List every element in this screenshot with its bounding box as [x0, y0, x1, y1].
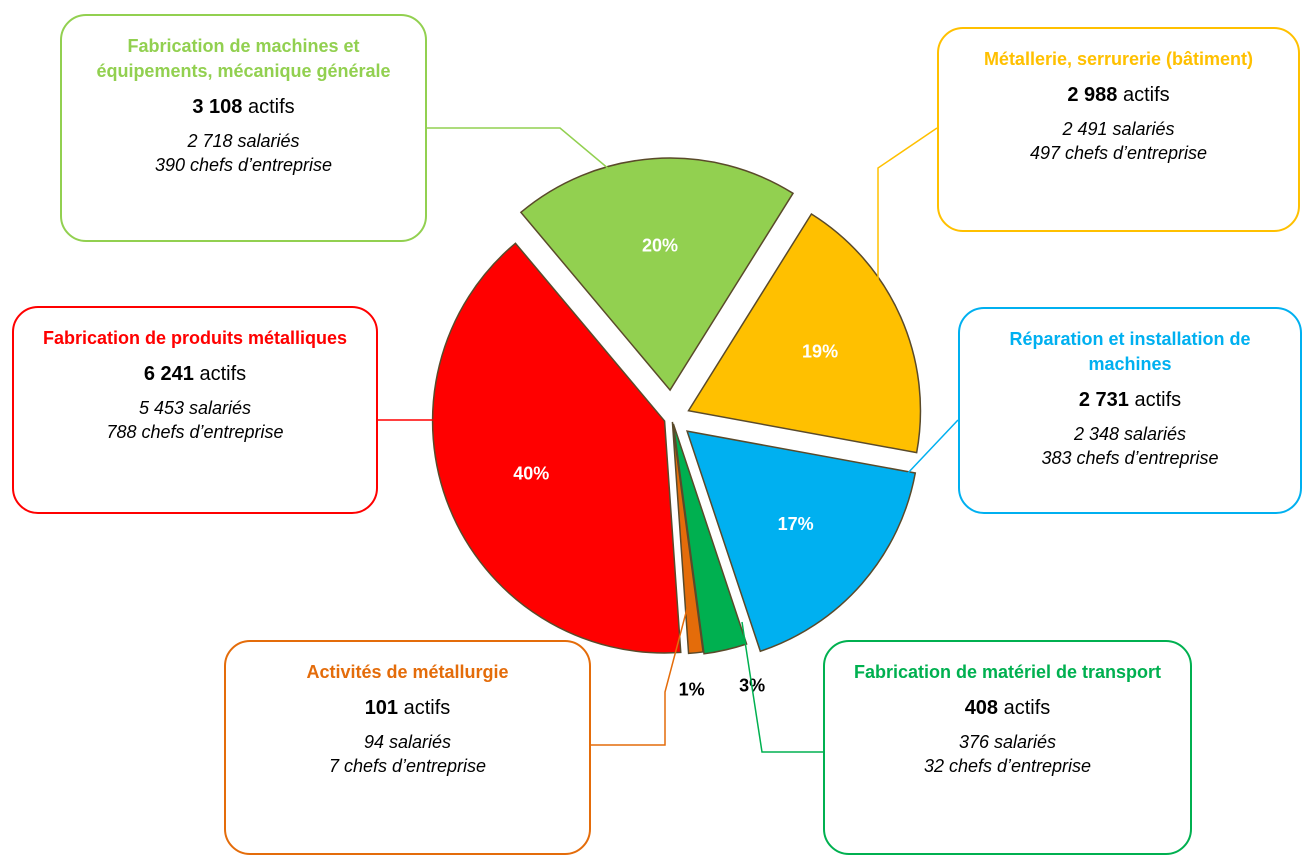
- salaries: 5 453 salariés: [138, 398, 252, 418]
- pie-slice: [672, 423, 748, 655]
- callout-title: Réparation et installation de machines: [1009, 329, 1251, 374]
- percent-label: 17%: [778, 514, 814, 534]
- actifs-unit: actifs: [1003, 697, 1051, 719]
- actifs-count: 2 988: [1067, 84, 1118, 106]
- chefs: 7 chefs d’entreprise: [328, 756, 487, 776]
- callout-actifs: 101 actifs: [240, 697, 575, 720]
- callout-details: 2 348 salariés 383 chefs d’entreprise: [974, 422, 1286, 470]
- callout-box: Fabrication de matériel de transport 408 …: [823, 640, 1192, 855]
- salaries: 376 salariés: [958, 732, 1057, 752]
- leader-line: [889, 419, 959, 493]
- callout-actifs: 408 actifs: [839, 697, 1176, 720]
- pie-slice: [431, 242, 682, 654]
- salaries: 2 491 salariés: [1062, 119, 1175, 139]
- chefs: 32 chefs d’entreprise: [923, 756, 1092, 776]
- callout-actifs: 3 108 actifs: [76, 96, 411, 119]
- callout-actifs: 6 241 actifs: [28, 363, 362, 386]
- chefs: 788 chefs d’entreprise: [106, 422, 284, 442]
- leader-line: [877, 127, 938, 300]
- pie-slice: [687, 212, 922, 454]
- actifs-count: 408: [964, 697, 999, 719]
- percent-label: 1%: [679, 679, 705, 699]
- actifs-unit: actifs: [199, 363, 247, 385]
- actifs-count: 6 241: [143, 363, 194, 385]
- callout-details: 376 salariés 32 chefs d’entreprise: [839, 730, 1176, 778]
- pie-slice: [671, 421, 704, 655]
- chefs: 497 chefs d’entreprise: [1029, 143, 1208, 163]
- actifs-unit: actifs: [247, 96, 295, 118]
- callout-actifs: 2 988 actifs: [953, 84, 1284, 107]
- callout-details: 94 salariés 7 chefs d’entreprise: [240, 730, 575, 778]
- actifs-count: 3 108: [192, 96, 243, 118]
- callout-box: Fabrication de machines et équipements, …: [60, 14, 427, 242]
- callout-title: Métallerie, serrurerie (bâtiment): [983, 49, 1254, 69]
- salaries: 2 718 salariés: [187, 131, 300, 151]
- callout-title: Fabrication de matériel de transport: [853, 662, 1162, 682]
- actifs-unit: actifs: [403, 697, 451, 719]
- callout-title: Fabrication de machines et équipements, …: [96, 36, 391, 81]
- actifs-unit: actifs: [1134, 389, 1182, 411]
- callout-box: Activités de métallurgie 101 actifs 94 sal…: [224, 640, 591, 855]
- leader-line: [427, 127, 629, 186]
- percent-label: 40%: [513, 464, 549, 484]
- callout-details: 5 453 salariés 788 chefs d’entreprise: [28, 396, 362, 444]
- chefs: 383 chefs d’entreprise: [1041, 448, 1219, 468]
- leader-line: [741, 621, 823, 753]
- pie-slice: [519, 157, 795, 392]
- chefs: 390 chefs d’entreprise: [154, 155, 333, 175]
- percent-label: 20%: [642, 235, 678, 255]
- callout-box: Fabrication de produits métalliques 6 241…: [12, 306, 378, 514]
- percent-label: 19%: [802, 341, 838, 361]
- salaries: 2 348 salariés: [1073, 424, 1187, 444]
- callout-box: Réparation et installation de machines 2 …: [958, 307, 1302, 514]
- callout-details: 2 718 salariés 390 chefs d’entreprise: [76, 129, 411, 177]
- leader-line: [591, 604, 689, 746]
- salaries: 94 salariés: [363, 732, 452, 752]
- actifs-count: 101: [364, 697, 399, 719]
- pie-slice: [685, 430, 917, 653]
- actifs-unit: actifs: [1122, 84, 1170, 106]
- callout-title: Fabrication de produits métalliques: [42, 328, 348, 348]
- callout-box: Métallerie, serrurerie (bâtiment) 2 988 a…: [937, 27, 1300, 232]
- callout-title: Activités de métallurgie: [306, 662, 509, 682]
- callout-actifs: 2 731 actifs: [974, 389, 1286, 412]
- actifs-count: 2 731: [1078, 389, 1129, 411]
- callout-details: 2 491 salariés 497 chefs d’entreprise: [953, 117, 1284, 165]
